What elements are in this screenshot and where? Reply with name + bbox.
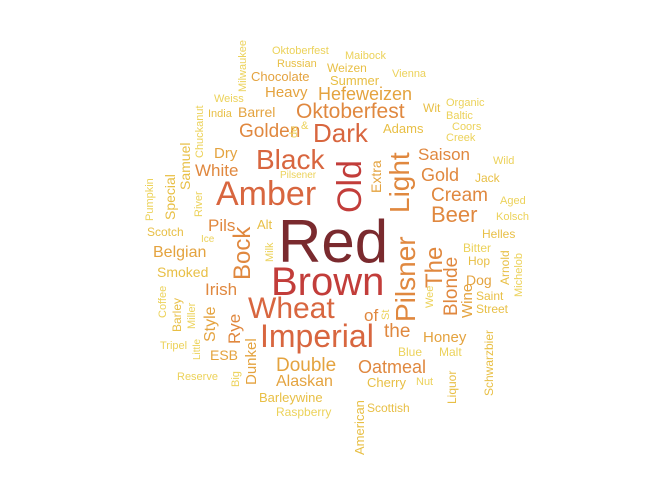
word-wild: Wild bbox=[493, 155, 515, 167]
word-esb: ESB bbox=[210, 347, 239, 363]
word-river: River bbox=[193, 191, 205, 217]
word-light: Light bbox=[384, 152, 415, 213]
word-smoked: Smoked bbox=[157, 264, 209, 280]
word-cherry: Cherry bbox=[367, 375, 407, 390]
word-ampersand: & bbox=[301, 120, 309, 132]
word-coffee: Coffee bbox=[157, 285, 169, 318]
word-chuckanut: Chuckanut bbox=[194, 105, 206, 158]
word-creek: Creek bbox=[446, 132, 476, 144]
word-dog: Dog bbox=[466, 272, 492, 288]
word-pumpkin: Pumpkin bbox=[144, 178, 156, 221]
word-dry: Dry bbox=[214, 145, 238, 162]
word-alt: Alt bbox=[257, 217, 273, 232]
word-bitter: Bitter bbox=[463, 241, 492, 255]
word-of: of bbox=[364, 306, 379, 325]
word-baltic: Baltic bbox=[446, 110, 473, 122]
word-st: St bbox=[380, 309, 392, 320]
word-amber: Amber bbox=[216, 175, 317, 213]
word-helles: Helles bbox=[482, 227, 516, 241]
word-old: Old bbox=[331, 160, 369, 213]
word-extra: Extra bbox=[368, 160, 384, 193]
word-brown: Brown bbox=[271, 260, 385, 304]
word-special: Special bbox=[162, 174, 178, 220]
word-de: de bbox=[288, 125, 300, 138]
word-pilsener: Pilsener bbox=[280, 170, 317, 181]
word-belgian: Belgian bbox=[153, 244, 207, 261]
word-wee: Wee bbox=[424, 285, 436, 308]
word-raspberry: Raspberry bbox=[276, 405, 332, 419]
word-organic: Organic bbox=[446, 97, 485, 109]
word-oktoberfest-small: Oktoberfest bbox=[272, 45, 329, 57]
word-hefeweizen: Hefeweizen bbox=[318, 84, 413, 104]
word-white: White bbox=[195, 161, 239, 180]
word-chocolate: Chocolate bbox=[251, 69, 310, 84]
word-weiss: Weiss bbox=[214, 93, 244, 105]
word-miller: Miller bbox=[186, 302, 198, 329]
word-imperial: Imperial bbox=[260, 318, 374, 354]
word-the: the bbox=[384, 321, 411, 342]
word-michelob: Michelob bbox=[513, 252, 525, 297]
word-ice: Ice bbox=[201, 234, 215, 245]
word-oktoberfest: Oktoberfest bbox=[296, 100, 405, 123]
word-kolsch: Kolsch bbox=[496, 211, 530, 223]
word-big: Big bbox=[230, 371, 242, 387]
word-honey: Honey bbox=[423, 329, 467, 346]
word-heavy: Heavy bbox=[265, 84, 308, 101]
word-american: American bbox=[352, 400, 367, 455]
word-reserve: Reserve bbox=[177, 371, 218, 383]
word-russian: Russian bbox=[277, 58, 317, 70]
word-coors: Coors bbox=[452, 121, 482, 133]
word-oatmeal: Oatmeal bbox=[358, 357, 427, 377]
word-milk: Milk bbox=[264, 242, 276, 262]
word-street: Street bbox=[476, 302, 509, 316]
word-barley: Barley bbox=[170, 297, 184, 332]
word-dunkel: Dunkel bbox=[243, 338, 260, 385]
word-vienna: Vienna bbox=[392, 68, 427, 80]
word-barleywine: Barleywine bbox=[259, 390, 323, 405]
word-double: Double bbox=[276, 355, 337, 376]
word-wine: Wine bbox=[459, 283, 476, 318]
word-tripel: Tripel bbox=[160, 340, 188, 352]
word-cream: Cream bbox=[431, 185, 489, 206]
word-liquor: Liquor bbox=[445, 370, 459, 404]
word-beer: Beer bbox=[431, 202, 478, 227]
word-saint: Saint bbox=[476, 289, 504, 303]
word-pilsner: Pilsner bbox=[390, 236, 421, 322]
word-barrel: Barrel bbox=[238, 104, 276, 120]
word-dark: Dark bbox=[313, 118, 368, 148]
word-rye: Rye bbox=[225, 313, 244, 344]
word-milwaukee: Milwaukee bbox=[237, 40, 249, 92]
word-scottish: Scottish bbox=[367, 401, 410, 415]
word-saison: Saison bbox=[418, 145, 470, 164]
word-scotch: Scotch bbox=[147, 225, 184, 239]
word-malt: Malt bbox=[439, 345, 462, 359]
word-hop: Hop bbox=[468, 254, 491, 268]
word-schwarzbier: Schwarzbier bbox=[482, 329, 496, 396]
word-arnold: Arnold bbox=[498, 250, 512, 285]
word-wit: Wit bbox=[423, 101, 441, 115]
word-little: Little bbox=[192, 338, 203, 360]
word-india: India bbox=[208, 108, 232, 120]
word-red: Red bbox=[278, 208, 389, 275]
word-samuel: Samuel bbox=[177, 142, 193, 190]
word-nut: Nut bbox=[416, 376, 434, 388]
word-adams: Adams bbox=[383, 121, 424, 136]
word-gold: Gold bbox=[421, 165, 460, 185]
word-alaskan: Alaskan bbox=[276, 373, 333, 390]
word-black: Black bbox=[256, 144, 325, 175]
word-golden: Golden bbox=[239, 121, 301, 142]
word-pils: Pils bbox=[208, 216, 236, 235]
word-irish: Irish bbox=[205, 280, 238, 299]
word-style: Style bbox=[202, 306, 219, 342]
word-blue: Blue bbox=[398, 345, 423, 359]
word-weizen: Weizen bbox=[327, 61, 367, 75]
word-maibock: Maibock bbox=[345, 50, 386, 62]
word-wheat: Wheat bbox=[248, 292, 335, 325]
word-aged: Aged bbox=[500, 195, 526, 207]
word-jack: Jack bbox=[475, 171, 500, 185]
word-summer: Summer bbox=[330, 73, 380, 88]
